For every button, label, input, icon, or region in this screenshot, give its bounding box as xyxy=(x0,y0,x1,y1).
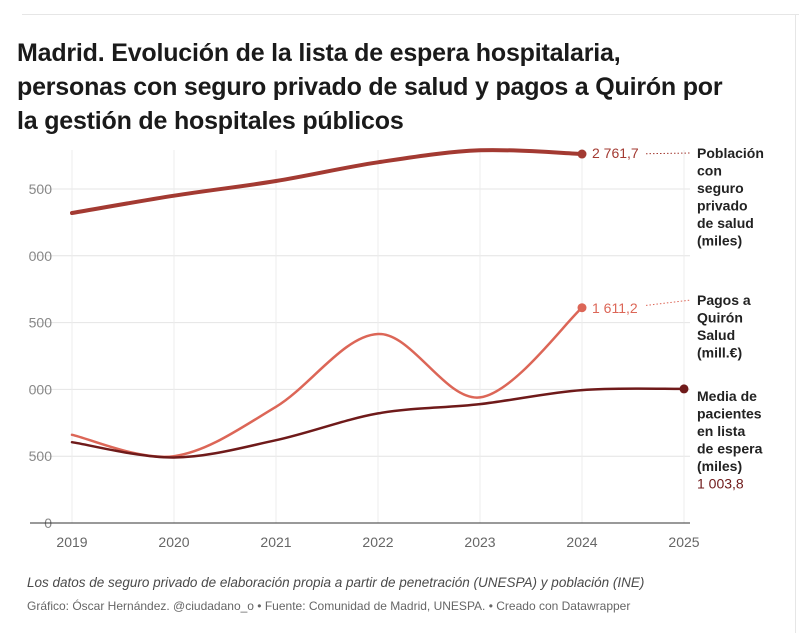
series-name-label-3: en lista xyxy=(697,423,745,439)
series-name-label-2: Pagos a xyxy=(697,292,751,308)
series-name-label-1: con xyxy=(697,163,722,179)
series-name-label-1: (miles) xyxy=(697,233,742,249)
series-name-label-3: de espera xyxy=(697,441,763,457)
x-tick-label: 2022 xyxy=(362,534,393,550)
x-tick-label: 2020 xyxy=(158,534,189,550)
series-line-2 xyxy=(70,306,584,459)
series-value-label-3: 1 003,8 xyxy=(697,476,744,492)
series-end-point-1 xyxy=(577,149,587,159)
series-end-point-3 xyxy=(679,384,689,394)
chart-title-line-1: Madrid. Evolución de la lista de espera … xyxy=(17,39,621,67)
series-name-label-3: (miles) xyxy=(697,458,742,474)
series-value-label-2: 1 611,2 xyxy=(592,300,638,316)
x-tick-label: 2024 xyxy=(566,534,597,550)
series-name-label-2: Salud xyxy=(697,327,735,343)
series-end-point-2 xyxy=(577,303,587,313)
frame-top-border xyxy=(22,14,799,15)
series-label-connector-2 xyxy=(645,299,692,306)
series-name-label-1: Población xyxy=(697,145,764,161)
series-name-label-2: (mill.€) xyxy=(697,345,742,361)
series-name-label-3: Media de xyxy=(697,388,757,404)
y-tick-label: 500 xyxy=(29,448,53,464)
chart-title: Madrid. Evolución de la lista de espera … xyxy=(17,36,787,138)
x-tick-label: 2019 xyxy=(56,534,87,550)
x-tick-label: 2021 xyxy=(260,534,291,550)
y-tick-label: 500 xyxy=(29,315,53,331)
series-line-3 xyxy=(70,387,686,459)
series-line-1 xyxy=(70,148,584,215)
x-tick-label: 2023 xyxy=(464,534,495,550)
chart-title-line-2: personas con seguro privado de salud y p… xyxy=(17,73,723,101)
y-tick-label: 500 xyxy=(29,181,53,197)
y-tick-label: 000 xyxy=(29,381,53,397)
series-label-connector-1 xyxy=(645,152,692,155)
frame-right-border xyxy=(795,14,796,633)
series-name-label-2: Quirón xyxy=(697,310,743,326)
series-value-label-1: 2 761,7 xyxy=(592,145,639,161)
chart-title-line-3: la gestión de hospitales públicos xyxy=(17,107,404,135)
credit-line: Gráfico: Óscar Hernández. @ciudadano_o •… xyxy=(27,599,631,613)
y-tick-label: 000 xyxy=(29,248,53,264)
series-name-label-1: privado xyxy=(697,198,748,214)
series-name-label-1: seguro xyxy=(697,180,744,196)
source-note: Los datos de seguro privado de elaboraci… xyxy=(27,575,645,590)
series-name-label-1: de salud xyxy=(697,215,754,231)
series-name-label-3: pacientes xyxy=(697,406,762,422)
x-tick-label: 2025 xyxy=(668,534,699,550)
